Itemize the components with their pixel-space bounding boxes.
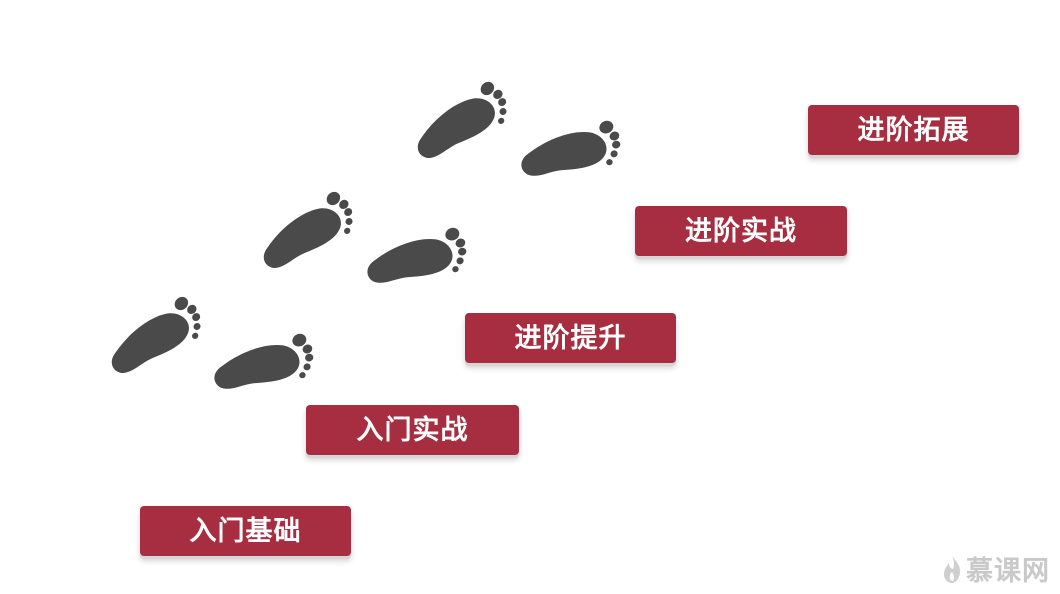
footprint-icon (256, 184, 365, 289)
step-label: 进阶实战 (685, 215, 797, 247)
watermark-text: 慕课网 (966, 556, 1050, 587)
footprint-icon (516, 113, 630, 199)
footprint-icon (209, 326, 323, 412)
step-beginner-practice: 入门实战 (306, 405, 519, 455)
footprint-icon (104, 289, 213, 394)
step-advanced-practice: 进阶实战 (635, 206, 847, 256)
step-advanced-extension: 进阶拓展 (808, 105, 1019, 155)
step-label: 进阶提升 (514, 322, 627, 354)
watermark: 慕课网 (942, 549, 1050, 588)
step-label: 入门实战 (356, 414, 469, 446)
step-basics: 入门基础 (140, 506, 351, 556)
footprint-icon (410, 74, 519, 179)
step-label: 进阶拓展 (857, 114, 970, 146)
footprint-icon (362, 220, 476, 306)
flame-logo-icon (944, 554, 961, 583)
step-label: 入门基础 (189, 515, 302, 547)
step-advanced-improvement: 进阶提升 (465, 313, 676, 363)
